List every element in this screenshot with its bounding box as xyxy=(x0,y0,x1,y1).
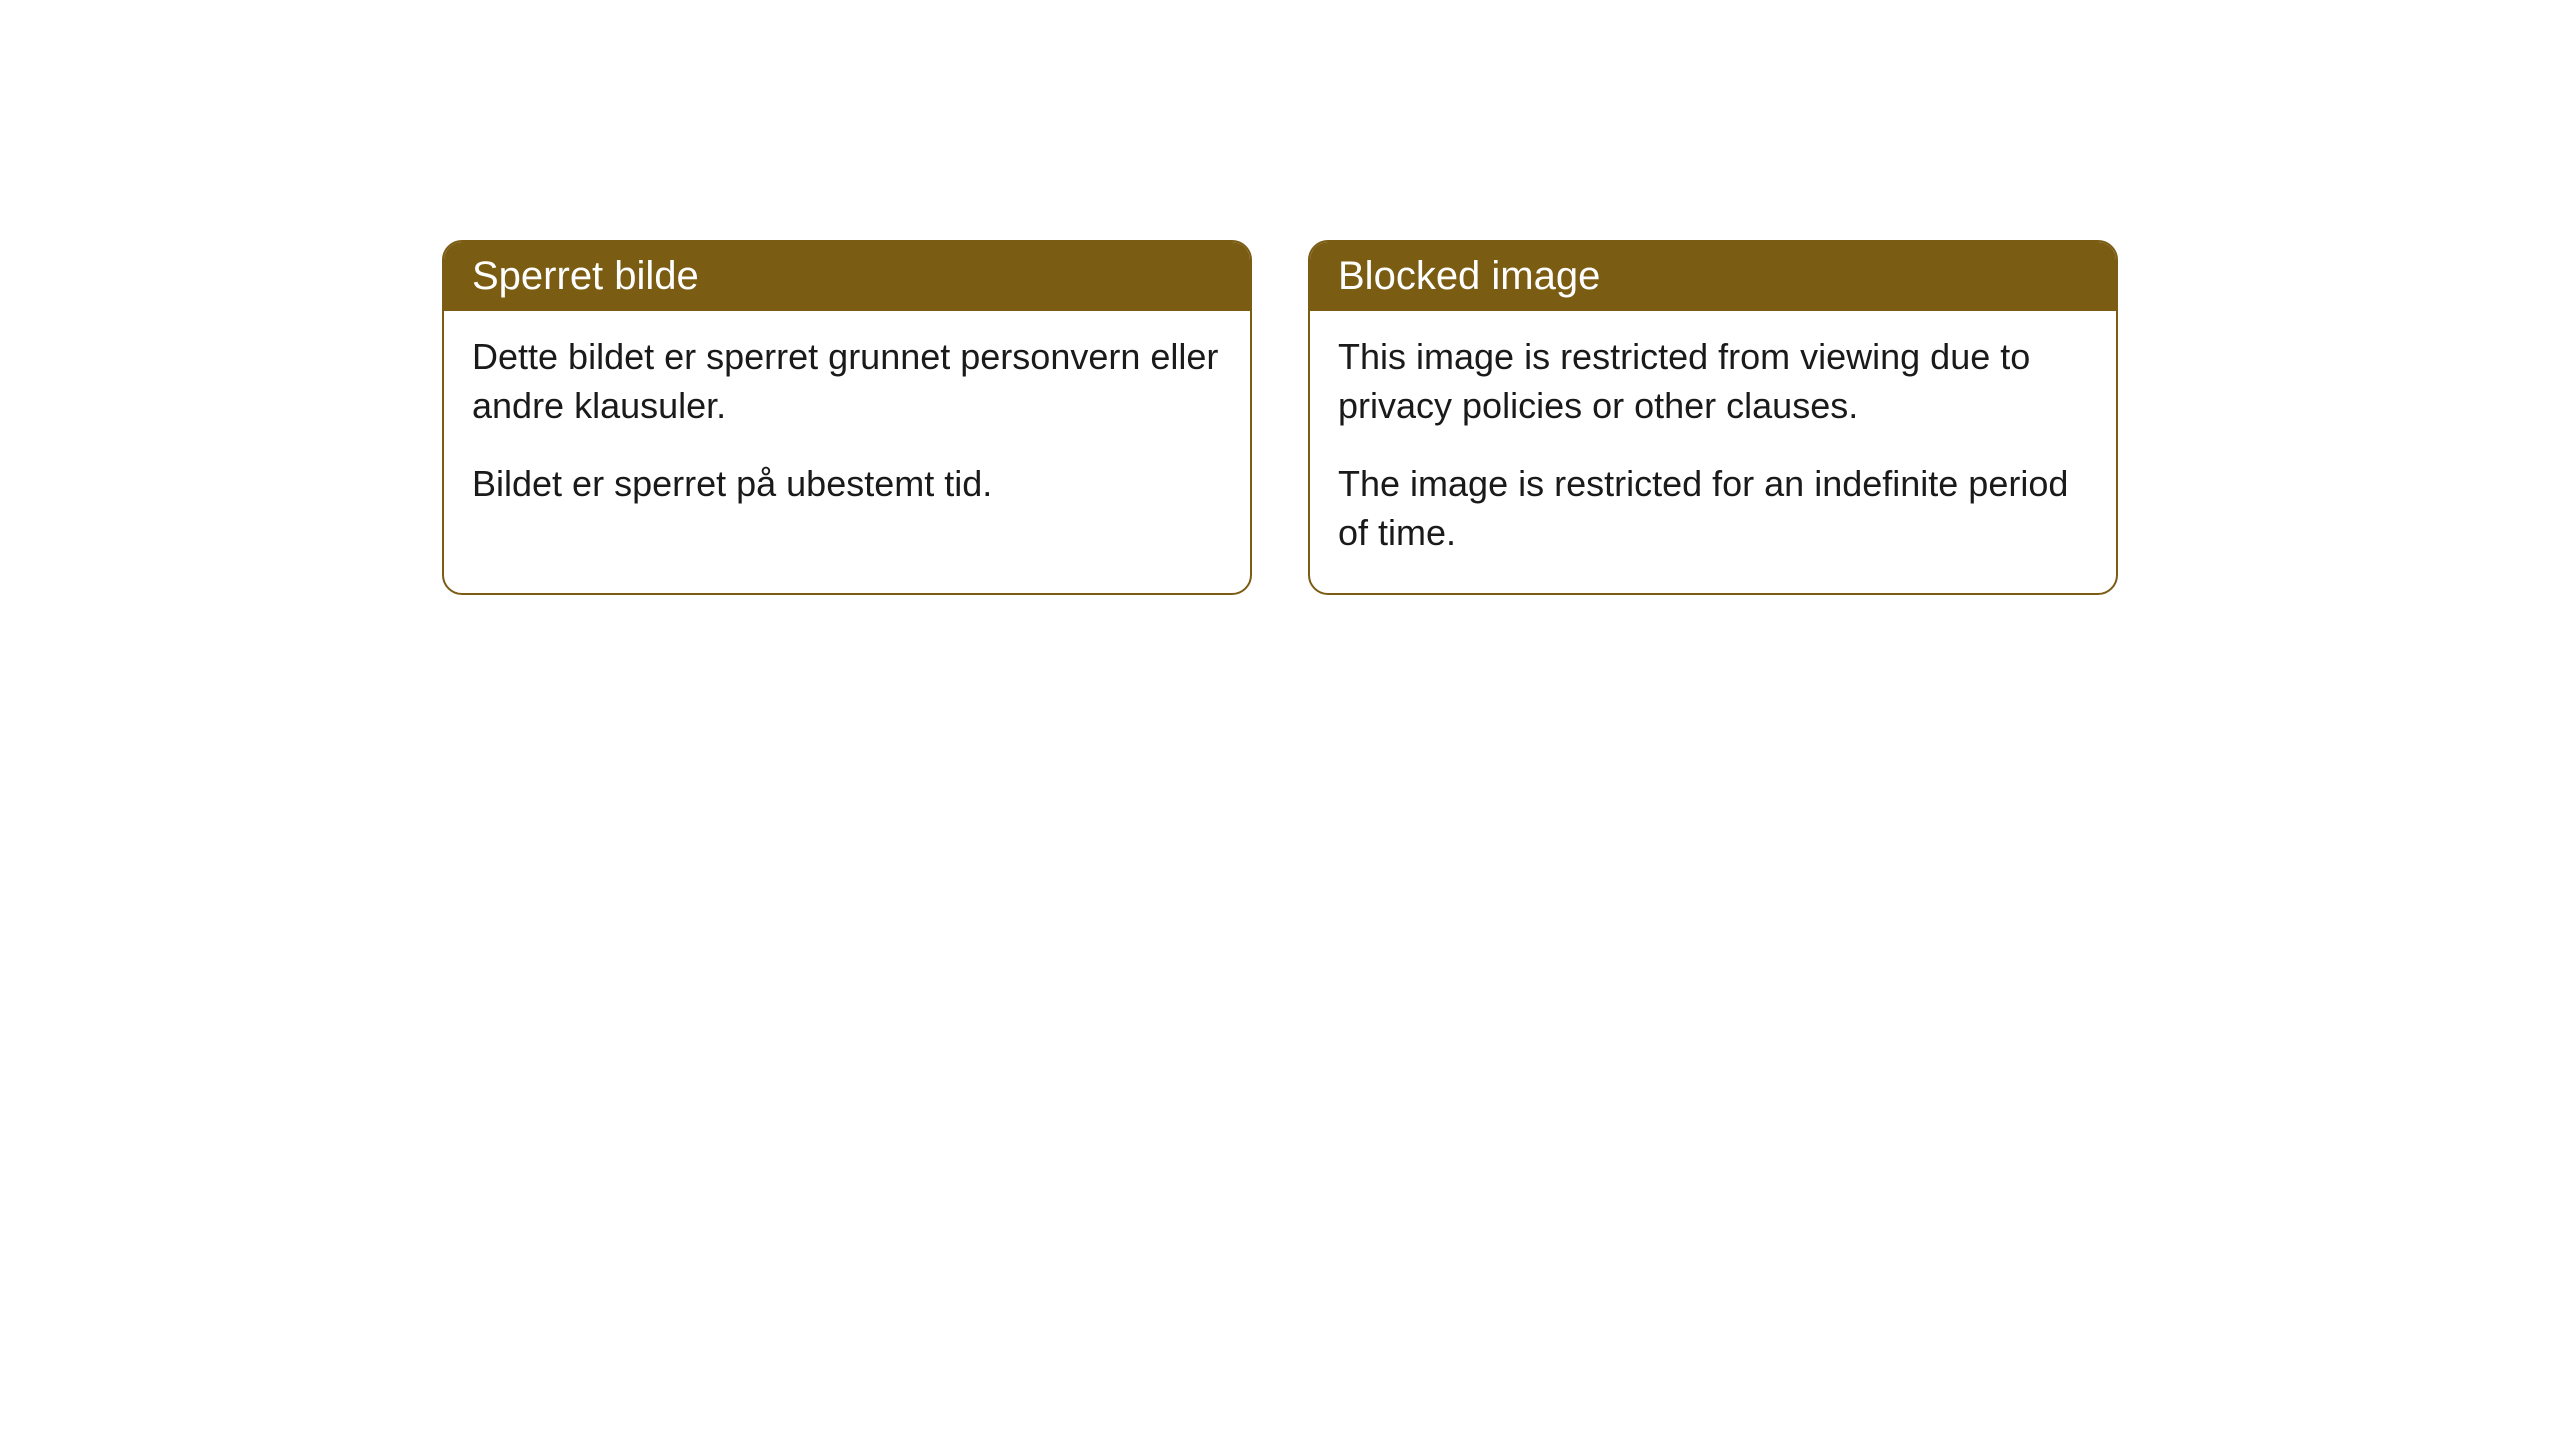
blocked-image-card-english: Blocked image This image is restricted f… xyxy=(1308,240,2118,595)
blocked-image-card-norwegian: Sperret bilde Dette bildet er sperret gr… xyxy=(442,240,1252,595)
card-paragraph: Dette bildet er sperret grunnet personve… xyxy=(472,333,1222,430)
card-body: Dette bildet er sperret grunnet personve… xyxy=(444,311,1250,545)
card-title: Sperret bilde xyxy=(472,254,699,298)
card-header: Blocked image xyxy=(1310,242,2116,311)
notice-container: Sperret bilde Dette bildet er sperret gr… xyxy=(0,240,2560,595)
card-paragraph: The image is restricted for an indefinit… xyxy=(1338,460,2088,557)
card-paragraph: Bildet er sperret på ubestemt tid. xyxy=(472,460,1222,509)
card-body: This image is restricted from viewing du… xyxy=(1310,311,2116,593)
card-paragraph: This image is restricted from viewing du… xyxy=(1338,333,2088,430)
card-title: Blocked image xyxy=(1338,254,1600,298)
card-header: Sperret bilde xyxy=(444,242,1250,311)
